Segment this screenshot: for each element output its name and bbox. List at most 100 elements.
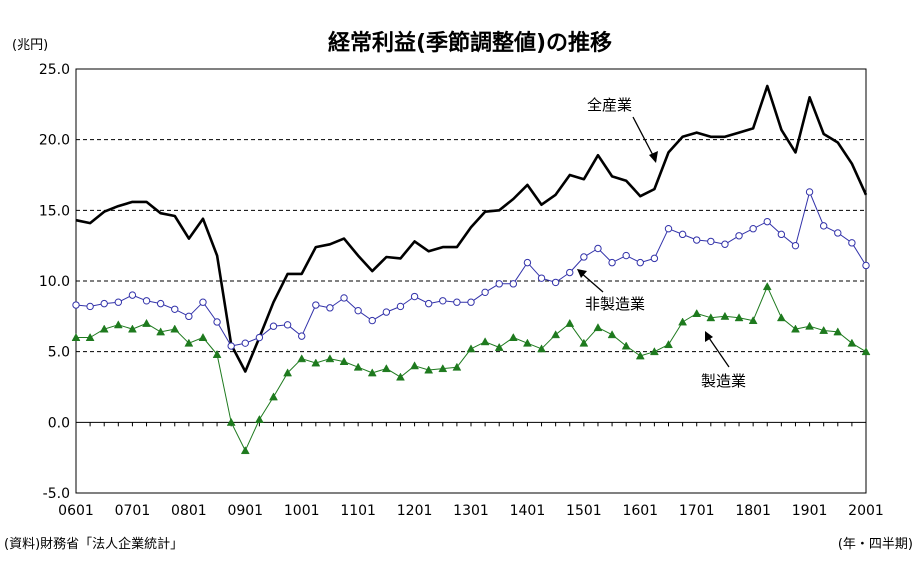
data-point-manufacturing [283, 368, 293, 377]
data-point-manufacturing [678, 317, 688, 326]
series-label-all-industries: 全産業 [587, 96, 632, 114]
data-point-non-manufacturing [396, 302, 405, 311]
data-point-non-manufacturing [410, 292, 419, 301]
data-point-non-manufacturing [424, 299, 433, 308]
data-point-non-manufacturing [128, 291, 137, 299]
arrowhead-non-manufacturing [577, 269, 587, 278]
data-point-non-manufacturing [481, 288, 489, 297]
data-point-non-manufacturing [72, 301, 80, 309]
y-tick-label: 0.0 [48, 415, 70, 431]
data-point-non-manufacturing [636, 258, 644, 267]
x-tick-label: 1601 [622, 503, 658, 519]
data-point-manufacturing [664, 340, 673, 349]
data-point-manufacturing [438, 364, 448, 373]
data-point-manufacturing [635, 351, 645, 360]
data-point-manufacturing [847, 338, 857, 347]
data-point-manufacturing [861, 347, 871, 356]
data-point-non-manufacturing [580, 253, 588, 261]
y-tick-label: 25.0 [39, 62, 70, 78]
data-point-manufacturing [692, 308, 702, 317]
source-note: (資料)財務省「法人企業統計」 [4, 536, 183, 552]
y-tick-label: 20.0 [39, 133, 70, 149]
markers [71, 188, 871, 455]
x-tick-label: 0601 [58, 503, 94, 519]
series-line-0 [75, 84, 868, 373]
arrow-non-manufacturing [579, 271, 604, 293]
data-point-manufacturing [142, 318, 151, 327]
data-point-non-manufacturing [650, 254, 659, 263]
data-point-non-manufacturing [453, 298, 461, 306]
x-tick-label: 1201 [397, 503, 433, 519]
data-point-manufacturing [311, 358, 321, 367]
arrowhead-all-industries [649, 151, 658, 163]
data-point-non-manufacturing [707, 237, 715, 246]
data-point-manufacturing [396, 372, 405, 381]
data-point-non-manufacturing [156, 299, 165, 308]
data-point-manufacturing [339, 357, 349, 366]
data-point-manufacturing [621, 341, 631, 350]
data-point-non-manufacturing [834, 229, 842, 237]
data-point-non-manufacturing [763, 217, 771, 226]
data-point-non-manufacturing [749, 225, 757, 233]
data-point-non-manufacturing [185, 312, 193, 321]
data-point-manufacturing [128, 324, 137, 333]
data-point-non-manufacturing [664, 225, 673, 233]
data-point-non-manufacturing [298, 332, 306, 340]
gridlines [76, 139, 866, 423]
series-label-non-manufacturing: 非製造業 [585, 295, 645, 313]
y-tick-label: 10.0 [39, 274, 70, 290]
data-point-non-manufacturing [312, 301, 320, 309]
data-point-manufacturing [551, 330, 561, 339]
data-point-non-manufacturing [495, 280, 503, 288]
x-tick-label: 1001 [284, 503, 320, 519]
data-point-non-manufacturing [340, 294, 348, 302]
arrow-manufacturing [706, 334, 730, 368]
data-point-manufacturing [649, 347, 659, 356]
data-point-manufacturing [85, 333, 95, 341]
data-point-manufacturing [508, 333, 518, 341]
data-point-non-manufacturing [467, 298, 475, 306]
x-tick-label: 1501 [566, 503, 602, 519]
data-point-manufacturing [240, 446, 250, 455]
plot-area-border [75, 68, 867, 494]
data-point-non-manufacturing [86, 302, 94, 311]
data-point-non-manufacturing [791, 241, 800, 250]
data-point-non-manufacturing [777, 230, 786, 239]
data-point-non-manufacturing [382, 308, 391, 316]
data-point-manufacturing [748, 316, 758, 325]
data-point-non-manufacturing [114, 298, 123, 306]
data-point-manufacturing [720, 311, 730, 320]
data-point-non-manufacturing [326, 304, 334, 312]
data-point-manufacturing [99, 324, 109, 333]
data-point-manufacturing [212, 349, 222, 358]
series [75, 84, 868, 452]
arrowhead-manufacturing [705, 331, 713, 342]
data-point-manufacturing [254, 414, 264, 423]
data-point-non-manufacturing [862, 261, 870, 270]
data-point-manufacturing [269, 392, 278, 401]
data-point-manufacturing [325, 354, 335, 363]
data-point-manufacturing [381, 364, 391, 373]
x-tick-label: 2001 [848, 503, 884, 519]
axes: -5.0 0.0 5.0 10.0 15.0 20.0 25.0 0601 0701 0801 09… [39, 62, 884, 519]
data-point-manufacturing [353, 362, 363, 371]
x-tick-label: 1901 [792, 503, 828, 519]
x-tick-label: 0801 [171, 503, 207, 519]
data-point-manufacturing [805, 321, 814, 330]
data-point-non-manufacturing [227, 342, 235, 350]
y-unit-label: (兆円) [12, 38, 48, 53]
data-point-manufacturing [156, 327, 166, 336]
data-point-manufacturing [410, 361, 419, 370]
data-point-non-manufacturing [269, 322, 278, 330]
data-point-manufacturing [466, 344, 476, 353]
data-point-non-manufacturing [566, 268, 574, 277]
data-point-non-manufacturing [805, 188, 814, 196]
data-point-manufacturing [184, 338, 194, 347]
data-point-manufacturing [607, 330, 617, 339]
y-tick-label: 5.0 [48, 345, 70, 361]
series-label-manufacturing: 製造業 [701, 372, 746, 390]
data-point-non-manufacturing [199, 298, 207, 306]
data-point-non-manufacturing [241, 339, 249, 347]
data-point-manufacturing [833, 327, 843, 336]
